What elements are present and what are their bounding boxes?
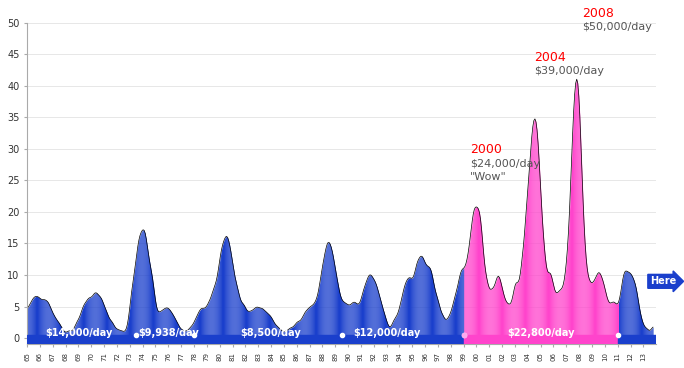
Text: Here: Here [650,276,676,286]
Text: $9,938/day: $9,938/day [138,328,198,337]
Text: $8,500/day: $8,500/day [241,328,302,337]
Text: 2000: 2000 [470,144,502,156]
Text: $14,000/day: $14,000/day [44,328,112,337]
Text: 2008: 2008 [582,7,614,20]
Bar [464,335,618,344]
Bar [341,335,464,344]
Text: $39,000/day: $39,000/day [534,66,604,76]
Bar [27,329,656,347]
Text: $50,000/day: $50,000/day [582,22,652,32]
Text: $12,000/day: $12,000/day [353,328,420,337]
Text: $24,000/day: $24,000/day [470,159,540,169]
Bar [618,335,656,344]
Bar [27,335,136,344]
Text: 2004: 2004 [534,51,566,64]
Text: $22,800/day: $22,800/day [507,328,575,337]
Bar [194,335,341,344]
Bar [136,335,194,344]
Text: "Wow": "Wow" [470,172,507,182]
